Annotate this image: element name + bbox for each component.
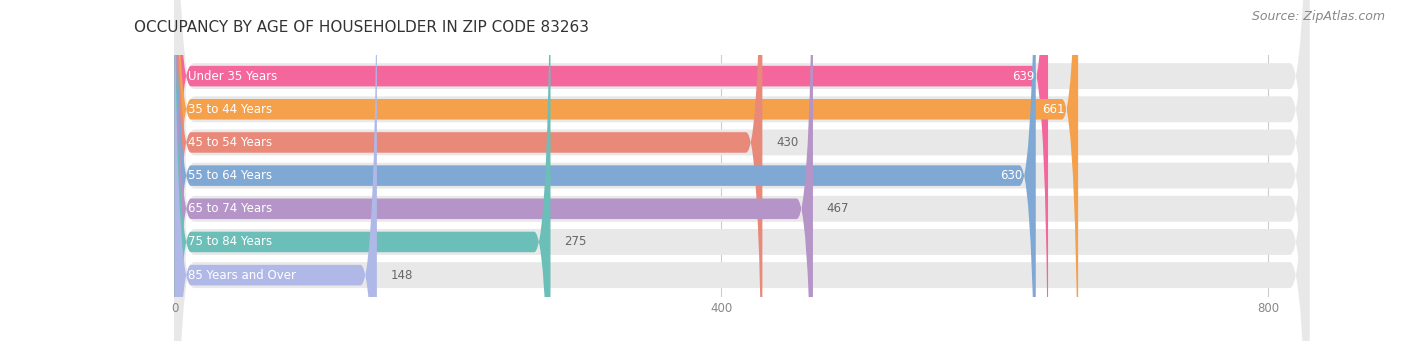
FancyBboxPatch shape — [174, 0, 1309, 341]
Text: 639: 639 — [1012, 70, 1035, 83]
Text: 65 to 74 Years: 65 to 74 Years — [188, 202, 273, 215]
Text: 630: 630 — [1000, 169, 1022, 182]
Text: 148: 148 — [391, 269, 413, 282]
FancyBboxPatch shape — [174, 0, 1036, 341]
FancyBboxPatch shape — [174, 0, 1309, 341]
Text: 430: 430 — [776, 136, 799, 149]
FancyBboxPatch shape — [174, 0, 1047, 341]
FancyBboxPatch shape — [174, 0, 377, 341]
Text: 661: 661 — [1042, 103, 1064, 116]
FancyBboxPatch shape — [174, 0, 1309, 341]
FancyBboxPatch shape — [174, 0, 1309, 341]
FancyBboxPatch shape — [174, 0, 762, 341]
FancyBboxPatch shape — [174, 0, 1078, 341]
Text: 85 Years and Over: 85 Years and Over — [188, 269, 297, 282]
Text: OCCUPANCY BY AGE OF HOUSEHOLDER IN ZIP CODE 83263: OCCUPANCY BY AGE OF HOUSEHOLDER IN ZIP C… — [134, 20, 589, 35]
Text: Under 35 Years: Under 35 Years — [188, 70, 277, 83]
FancyBboxPatch shape — [174, 0, 551, 341]
FancyBboxPatch shape — [174, 0, 813, 341]
Text: 75 to 84 Years: 75 to 84 Years — [188, 235, 273, 249]
FancyBboxPatch shape — [174, 0, 1309, 341]
Text: 45 to 54 Years: 45 to 54 Years — [188, 136, 273, 149]
FancyBboxPatch shape — [174, 0, 1309, 341]
Text: 55 to 64 Years: 55 to 64 Years — [188, 169, 273, 182]
Text: 35 to 44 Years: 35 to 44 Years — [188, 103, 273, 116]
Text: 275: 275 — [564, 235, 586, 249]
Text: Source: ZipAtlas.com: Source: ZipAtlas.com — [1251, 10, 1385, 23]
Text: 467: 467 — [827, 202, 849, 215]
FancyBboxPatch shape — [174, 0, 1309, 341]
